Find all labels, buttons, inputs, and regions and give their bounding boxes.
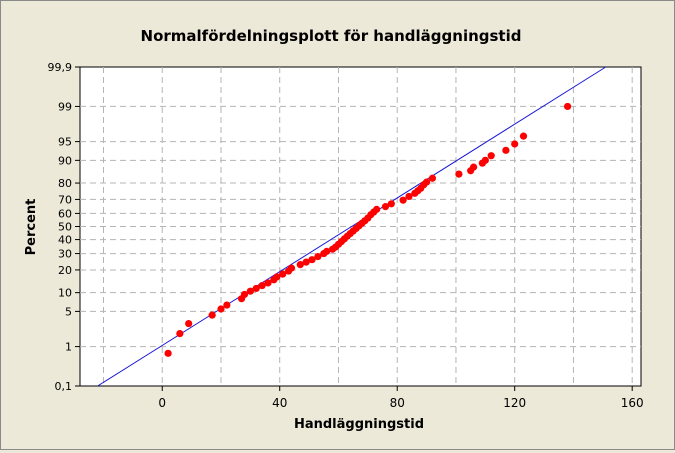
grid [80, 67, 641, 386]
x-tick-label: 120 [503, 396, 526, 410]
data-point [314, 252, 322, 261]
data-point [302, 258, 310, 266]
data-point [487, 152, 495, 160]
data-point [563, 102, 572, 111]
data-point [323, 247, 331, 255]
x-tick-label: 40 [272, 396, 287, 410]
y-tick-label: 99 [58, 100, 72, 113]
data-point [258, 282, 266, 290]
y-tick-label: 50 [58, 221, 72, 234]
y-tick-label: 80 [58, 177, 72, 190]
data-point [405, 192, 413, 201]
y-tick-label: 40 [58, 234, 72, 247]
data-point [296, 261, 304, 269]
y-tick-label: 95 [58, 136, 72, 149]
x-axis-label: Handläggningstid [294, 417, 424, 432]
y-axis-label: Percent [24, 199, 39, 256]
data-point [223, 301, 231, 309]
x-axis-ticks: 0 40 80 120 160 [158, 386, 644, 410]
data-point [373, 205, 381, 213]
data-point [264, 279, 272, 287]
y-tick-label: 99,9 [48, 61, 73, 74]
y-tick-label: 70 [58, 193, 72, 206]
data-point [273, 273, 281, 281]
x-tick-label: 80 [390, 396, 405, 410]
data-point [399, 196, 407, 204]
data-point [185, 319, 193, 328]
y-tick-label: 0,1 [55, 380, 73, 393]
data-point [502, 146, 510, 154]
x-tick-label: 160 [621, 396, 644, 410]
y-tick-label: 5 [65, 305, 72, 318]
data-point [240, 290, 249, 299]
y-tick-label: 90 [58, 154, 72, 167]
data-point [511, 140, 519, 148]
chart-title: Normalfördelningsplott för handläggnings… [141, 27, 522, 45]
y-tick-label: 30 [58, 248, 72, 261]
x-tick-label: 0 [158, 396, 166, 410]
data-point [246, 287, 254, 295]
y-tick-label: 20 [58, 264, 72, 277]
data-point [252, 284, 260, 293]
data-point [381, 203, 390, 211]
data-point [176, 329, 184, 338]
data-point [164, 349, 172, 357]
y-tick-label: 1 [65, 341, 72, 354]
data-point [308, 256, 316, 264]
data-point [208, 311, 216, 319]
data-point [387, 200, 395, 208]
data-point [287, 264, 296, 272]
data-points [164, 102, 572, 357]
data-point [217, 305, 225, 313]
y-tick-label: 60 [58, 207, 72, 220]
data-point [422, 178, 431, 186]
data-point [519, 132, 528, 140]
y-tick-label: 10 [58, 287, 72, 300]
data-point [455, 170, 463, 178]
data-point [481, 156, 489, 164]
data-point [279, 270, 287, 278]
data-point [428, 174, 437, 182]
data-point [469, 163, 478, 171]
